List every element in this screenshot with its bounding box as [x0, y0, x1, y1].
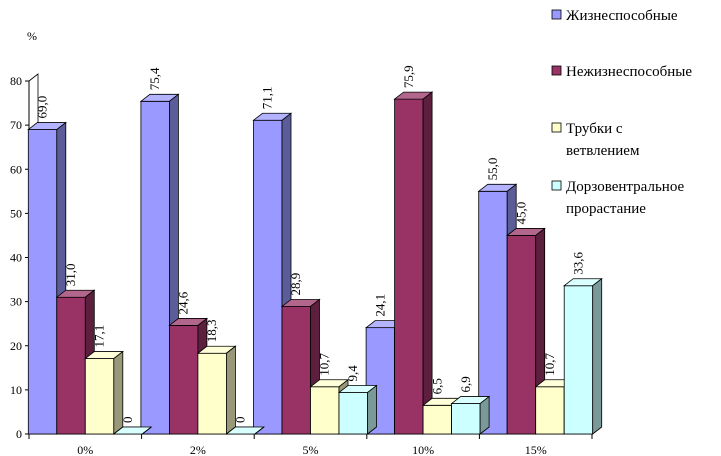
legend-label: Трубки с	[566, 121, 623, 137]
y-tick-label: 50	[10, 206, 22, 220]
bar	[451, 403, 481, 435]
bar	[281, 306, 311, 435]
data-label: 75,9	[401, 65, 416, 88]
data-label: 10,7	[542, 353, 557, 376]
y-tick-label: 10	[10, 383, 22, 397]
bar-side	[254, 426, 265, 435]
data-label: 55,0	[485, 158, 500, 181]
bar-side	[479, 395, 490, 435]
y-tick-label: 30	[10, 295, 22, 309]
bar	[563, 285, 594, 435]
x-tick-label: 2%	[190, 443, 206, 456]
bar	[506, 235, 537, 435]
y-tick-label: 0	[16, 427, 22, 441]
legend-swatch	[551, 9, 562, 20]
bar	[478, 190, 508, 435]
data-label: 6,5	[429, 378, 444, 394]
bar	[168, 325, 199, 435]
y-tick-label: 60	[10, 162, 22, 176]
bar	[338, 392, 368, 435]
bar	[27, 129, 58, 435]
legend-label: прорастание	[566, 201, 646, 217]
data-label: 9,4	[345, 365, 360, 382]
data-label: 17,1	[92, 325, 107, 348]
x-tick-label: 5%	[303, 443, 319, 456]
data-label: 71,1	[260, 87, 275, 110]
data-label: 0	[120, 417, 135, 424]
legend-label: Жизнеспособные	[566, 8, 678, 24]
y-unit-label: %	[27, 29, 37, 43]
data-label: 31,0	[63, 263, 78, 286]
data-label: 33,6	[570, 251, 585, 274]
bar	[253, 119, 283, 435]
legend-swatch	[551, 65, 562, 76]
bar	[422, 404, 453, 435]
data-label: 0	[233, 417, 248, 424]
bar	[56, 296, 86, 435]
y-tick-label: 20	[10, 339, 22, 353]
data-label: 6,9	[458, 376, 473, 392]
legend-label: Нежизнеспособные	[566, 64, 692, 80]
data-label: 69,0	[35, 96, 50, 119]
bar-side	[367, 384, 377, 435]
data-label: 24,1	[372, 294, 387, 317]
y-tick-label: 40	[10, 251, 22, 265]
bar-side	[142, 426, 152, 435]
bar	[535, 386, 565, 435]
x-tick-label: 0%	[77, 443, 93, 456]
bar	[140, 100, 170, 435]
bar	[197, 352, 227, 435]
legend-swatch	[551, 122, 562, 133]
data-label: 75,4	[147, 67, 162, 90]
data-label: 18,3	[204, 320, 219, 343]
x-tick-label: 15%	[525, 443, 547, 456]
data-label: 10,7	[317, 353, 332, 376]
legend-label: ветвлением	[566, 143, 640, 159]
y-tick-label: 80	[10, 74, 22, 88]
x-tick-label: 10%	[412, 443, 434, 456]
data-label: 45,0	[513, 202, 528, 225]
bar	[84, 358, 115, 435]
bar	[310, 386, 340, 435]
bar	[394, 98, 424, 435]
data-label: 24,6	[176, 291, 191, 314]
bar-side	[592, 277, 603, 435]
legend-label: Дорзовентральное	[566, 179, 684, 195]
legend-swatch	[551, 180, 562, 191]
data-label: 28,9	[288, 273, 303, 296]
y-tick-label: 70	[10, 118, 22, 132]
